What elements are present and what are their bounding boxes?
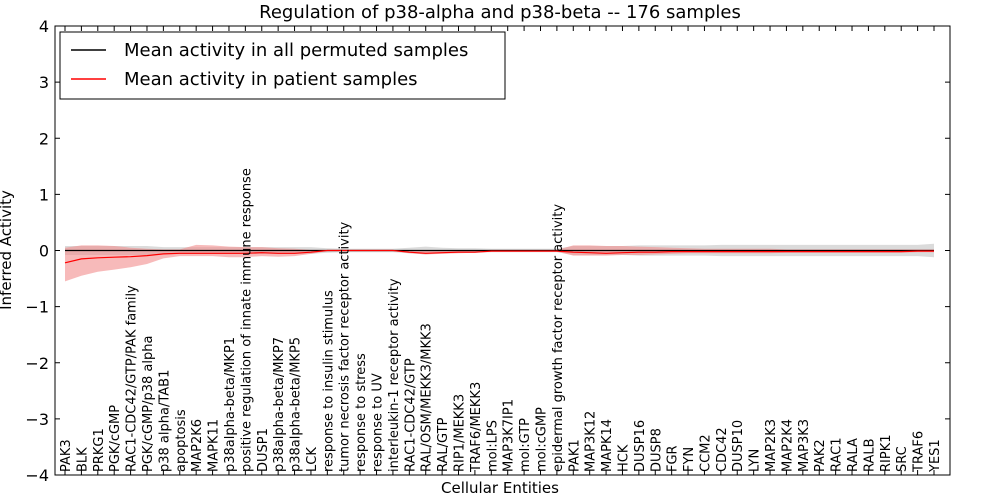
x-tick-label: CDC42: [715, 427, 730, 472]
x-tick-label: PAK1: [567, 439, 582, 472]
x-tick-label: RAC1-CDC42/GTP/PAK family: [125, 285, 140, 472]
x-tick-label: epidermal growth factor receptor activit…: [551, 204, 566, 472]
x-tick-label: DUSP8: [649, 428, 664, 472]
x-tick-label: DUSP1: [256, 428, 271, 472]
y-tick-label: 0: [39, 242, 49, 261]
x-tick-label: MAP2K3: [764, 419, 779, 472]
x-tick-label: response to insulin stimulus: [321, 290, 336, 472]
x-tick-label: MAP3K12: [584, 411, 599, 472]
legend-label-patient: Mean activity in patient samples: [124, 69, 418, 90]
legend-label-permuted: Mean activity in all permuted samples: [124, 40, 468, 61]
line-patient: [64, 249, 934, 264]
x-tick-label: tumor necrosis factor receptor activity: [338, 221, 353, 472]
x-tick-label: p38alpha-beta/MKP1: [223, 337, 238, 472]
x-tick-label: BLK: [75, 447, 90, 472]
x-tick-label: RALA: [846, 438, 861, 472]
x-tick-label: PGK/cGMP/p38 alpha: [141, 336, 156, 472]
x-tick-label: PAK2: [813, 439, 828, 472]
band-patient: [65, 244, 934, 282]
y-tick-label: −3: [25, 410, 49, 429]
x-axis-ticks: PAK3 BLK PRKG1 PGK/cGMP RAC1-CDC42/GTP/PAK f…: [59, 26, 943, 475]
x-tick-label: RAC1: [830, 437, 845, 472]
x-tick-label: MAPK14: [600, 419, 615, 472]
y-tick-label: −2: [25, 354, 49, 373]
x-tick-label: p38 alpha/TAB1: [157, 370, 172, 472]
legend-box: [59, 31, 506, 100]
series-lines: [64, 249, 934, 264]
x-tick-label: RIPK1: [879, 434, 894, 472]
y-tick-label: 1: [39, 185, 49, 204]
x-tick-label: SRC: [895, 446, 910, 472]
x-tick-label: MAPK11: [207, 419, 222, 472]
x-tick-label: mol:cGMP: [535, 407, 550, 472]
x-tick-label: MAP2K6: [190, 419, 205, 472]
x-tick-label: YES1: [928, 439, 943, 473]
x-tick-label: DUSP10: [731, 420, 746, 472]
x-tick-label: PAK3: [59, 439, 74, 472]
x-tick-label: TRAF6: [912, 431, 927, 473]
x-tick-label: p38alpha-beta/MKP5: [289, 337, 304, 472]
x-tick-label: LYN: [748, 449, 763, 472]
x-tick-label: mol:GTP: [518, 418, 533, 472]
x-tick-label: positive regulation of innate immune res…: [239, 168, 254, 472]
x-tick-label: MAP3K3: [797, 419, 812, 472]
y-tick-label: 4: [39, 17, 49, 36]
y-tick-label: −1: [25, 298, 49, 317]
y-tick-label: −4: [25, 466, 49, 485]
x-tick-label: RAL/OSM/MEKK3/MKK3: [420, 323, 435, 472]
x-tick-label: p38alpha-beta/MKP7: [272, 337, 287, 472]
x-tick-label: interleukin-1 receptor activity: [387, 278, 402, 472]
x-tick-label: MAP2K4: [780, 419, 795, 472]
x-tick-label: response to UV: [371, 373, 386, 472]
x-tick-label: response to stress: [354, 353, 369, 472]
x-axis-label: Cellular Entities: [441, 479, 559, 497]
x-tick-label: PGK/cGMP: [108, 405, 123, 472]
x-tick-label: TRAF6/MEKK3: [469, 382, 484, 473]
x-tick-label: RAC1-CDC42/GTP: [403, 358, 418, 472]
x-tick-label: CCM2: [699, 434, 714, 472]
x-tick-label: FGR: [666, 445, 681, 472]
y-tick-label: 3: [39, 73, 49, 92]
y-axis-label: Inferred Activity: [0, 190, 15, 310]
x-tick-label: DUSP16: [633, 420, 648, 472]
chart-title: Regulation of p38-alpha and p38-beta -- …: [259, 2, 741, 23]
x-tick-label: PRKG1: [92, 428, 107, 472]
y-tick-label: 2: [39, 129, 49, 148]
x-tick-label: LCK: [305, 447, 320, 472]
x-tick-label: mol:LPS: [485, 420, 500, 472]
y-axis-ticks: −4 −3 −2 −1 0 1 2 3 4: [25, 17, 950, 485]
confidence-bands: [65, 243, 934, 282]
x-tick-label: apoptosis: [174, 409, 189, 472]
x-tick-label: MAP3K7IP1: [502, 399, 517, 472]
x-tick-label: RAL/GTP: [436, 417, 451, 472]
x-tick-label: RIP1/MEKK3: [453, 394, 468, 472]
x-tick-label: RALB: [862, 438, 877, 472]
x-tick-label: HCK: [617, 444, 632, 472]
x-tick-label: FYN: [682, 447, 697, 472]
legend: Mean activity in all permuted samples Me…: [59, 31, 506, 100]
